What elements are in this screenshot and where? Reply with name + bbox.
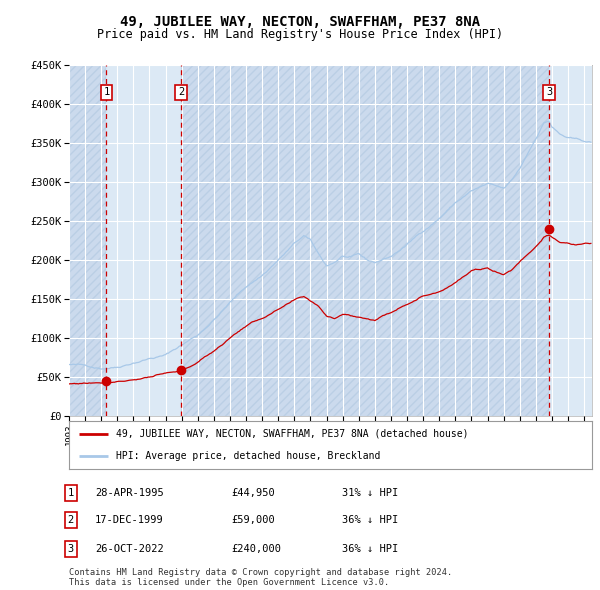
Text: Price paid vs. HM Land Registry's House Price Index (HPI): Price paid vs. HM Land Registry's House …: [97, 28, 503, 41]
Text: 1: 1: [68, 488, 74, 497]
Text: £44,950: £44,950: [231, 488, 275, 497]
Text: £59,000: £59,000: [231, 516, 275, 525]
Bar: [181, 65, 549, 416]
Text: Contains HM Land Registry data © Crown copyright and database right 2024.
This d: Contains HM Land Registry data © Crown c…: [69, 568, 452, 587]
Text: £240,000: £240,000: [231, 544, 281, 553]
Text: 2: 2: [68, 516, 74, 525]
Text: 36% ↓ HPI: 36% ↓ HPI: [342, 544, 398, 553]
Bar: [69, 65, 106, 416]
Text: 2: 2: [178, 87, 184, 97]
Bar: [181, 65, 549, 416]
Text: 17-DEC-1999: 17-DEC-1999: [95, 516, 164, 525]
Text: 36% ↓ HPI: 36% ↓ HPI: [342, 516, 398, 525]
Text: 3: 3: [68, 544, 74, 553]
Text: 49, JUBILEE WAY, NECTON, SWAFFHAM, PE37 8NA (detached house): 49, JUBILEE WAY, NECTON, SWAFFHAM, PE37 …: [116, 429, 469, 439]
Text: HPI: Average price, detached house, Breckland: HPI: Average price, detached house, Brec…: [116, 451, 380, 461]
Text: 1: 1: [103, 87, 109, 97]
Text: 3: 3: [546, 87, 552, 97]
Bar: [69, 65, 106, 416]
Text: 28-APR-1995: 28-APR-1995: [95, 488, 164, 497]
Text: 31% ↓ HPI: 31% ↓ HPI: [342, 488, 398, 497]
Text: 26-OCT-2022: 26-OCT-2022: [95, 544, 164, 553]
Text: 49, JUBILEE WAY, NECTON, SWAFFHAM, PE37 8NA: 49, JUBILEE WAY, NECTON, SWAFFHAM, PE37 …: [120, 15, 480, 29]
